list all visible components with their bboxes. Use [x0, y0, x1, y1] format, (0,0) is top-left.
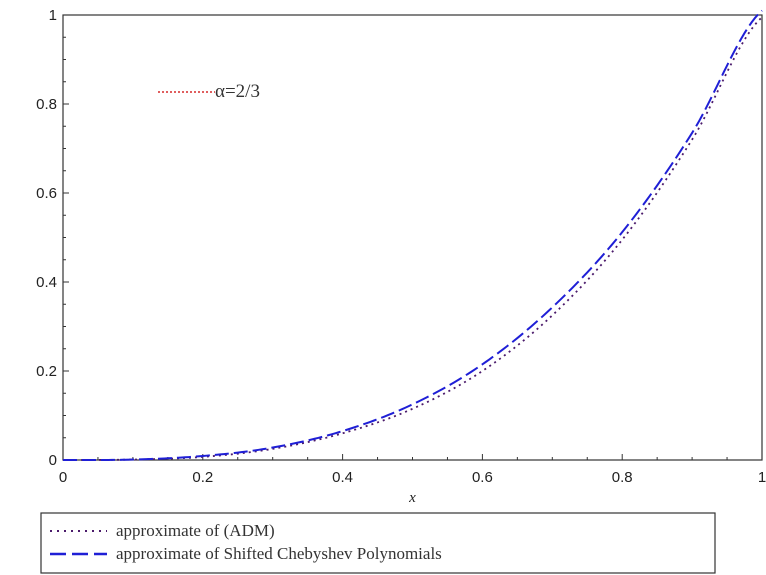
y-axis-ticks: 0 0.2 0.4 0.6 0.8 1 — [36, 7, 69, 469]
x-tick-label: 0 — [59, 469, 67, 486]
x-tick-label: 0.8 — [612, 469, 633, 486]
x-axis-ticks: 0 0.2 0.4 0.6 0.8 1 — [59, 454, 766, 486]
alpha-annotation: α=2/3 — [158, 81, 260, 102]
legend: approximate of (ADM) approximate of Shift… — [40, 512, 716, 574]
y-tick-label: 0.8 — [36, 96, 57, 113]
x-tick-label: 0.6 — [472, 469, 493, 486]
series-line-2 — [62, 9, 763, 461]
x-tick-label: 0.2 — [192, 469, 213, 486]
series-layer — [62, 9, 763, 461]
x-tick-label: 0.4 — [332, 469, 353, 486]
y-tick-label: 0 — [49, 452, 57, 469]
annotation-text: α=2/3 — [215, 81, 260, 102]
y-tick-label: 1 — [49, 7, 57, 24]
y-tick-label: 0.6 — [36, 185, 57, 202]
legend-label-2: approximate of Shifted Chebyshev Polynom… — [116, 544, 442, 563]
y-tick-label: 0.2 — [36, 363, 57, 380]
legend-label-1: approximate of (ADM) — [116, 521, 275, 540]
y-tick-label: 0.4 — [36, 274, 57, 291]
x-axis-label: x — [408, 490, 416, 506]
series-line-1 — [62, 16, 763, 461]
x-tick-label: 1 — [758, 469, 766, 486]
legend-box — [40, 512, 716, 574]
